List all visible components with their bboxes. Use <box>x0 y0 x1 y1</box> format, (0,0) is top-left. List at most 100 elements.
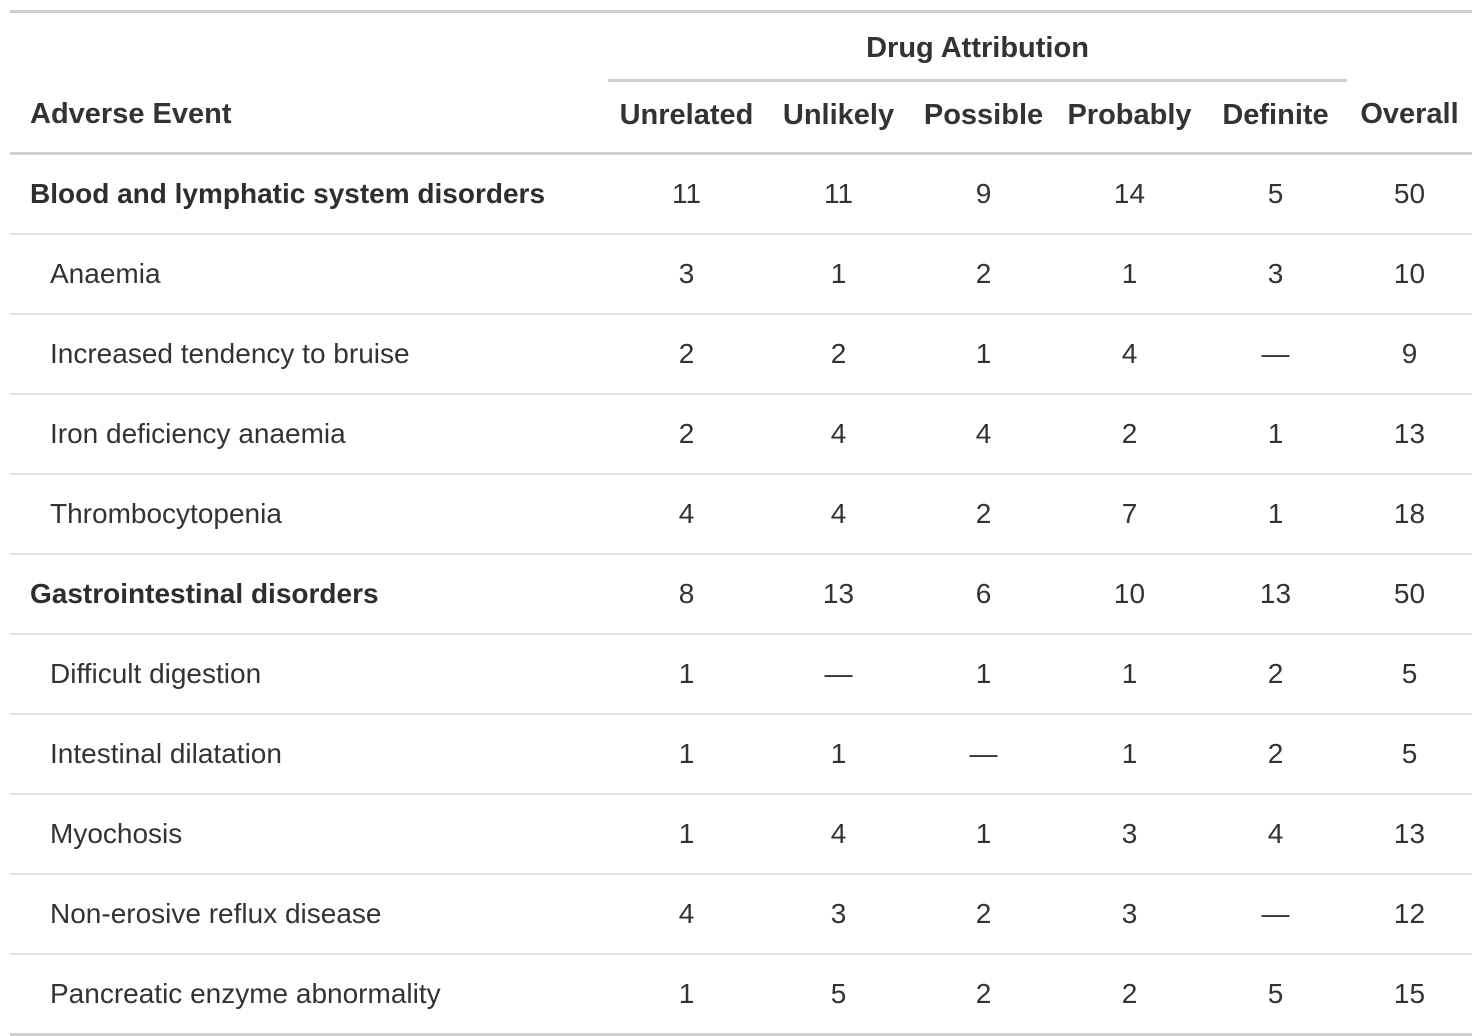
value-cell: 3 <box>1204 234 1347 315</box>
table-row-item: Non-erosive reflux disease 4 3 2 3 — 12 <box>10 874 1472 955</box>
row-label-cell: Gastrointestinal disorders <box>10 554 608 635</box>
table-row-item: Intestinal dilatation 1 1 — 1 2 5 <box>10 714 1472 795</box>
row-label-cell: Pancreatic enzyme abnormality <box>50 978 441 1009</box>
column-header-definite: Definite <box>1204 80 1347 155</box>
value-cell: 1 <box>678 978 695 1009</box>
value-cell: 4 <box>765 474 912 555</box>
value-cell: 1 <box>1055 714 1204 795</box>
value-cell: 2 <box>975 978 992 1009</box>
value-cell: 4 <box>1055 314 1204 395</box>
row-label-cell: Thrombocytopenia <box>10 474 608 555</box>
value-cell: 3 <box>1055 794 1204 875</box>
row-label-cell: Myochosis <box>10 794 608 875</box>
row-label-cell: Iron deficiency anaemia <box>10 394 608 475</box>
value-cell: 2 <box>765 314 912 395</box>
row-label-cell: Blood and lymphatic system disorders <box>10 153 608 235</box>
value-cell: 4 <box>765 394 912 475</box>
value-cell: 1 <box>608 634 765 715</box>
row-label-cell: Increased tendency to bruise <box>10 314 608 395</box>
value-cell: 1 <box>1204 394 1347 475</box>
value-cell: 4 <box>608 874 765 955</box>
value-cell: 1 <box>1055 234 1204 315</box>
table-row-group: Gastrointestinal disorders 8 13 6 10 13 … <box>10 554 1472 635</box>
table-row-item: Iron deficiency anaemia 2 4 4 2 1 13 <box>10 394 1472 475</box>
row-label-cell: Difficult digestion <box>10 634 608 715</box>
column-header-overall: Overall <box>1347 80 1472 155</box>
value-cell: 4 <box>765 794 912 875</box>
column-header-possible: Possible <box>912 80 1055 155</box>
value-cell: 9 <box>1347 314 1472 395</box>
value-cell: 7 <box>1055 474 1204 555</box>
value-cell: 11 <box>765 153 912 235</box>
table-row-item: Myochosis 1 4 1 3 4 13 <box>10 794 1472 875</box>
spanner-row: Drug Attribution <box>10 11 1472 82</box>
value-cell: 3 <box>1055 874 1204 955</box>
value-cell: 5 <box>830 978 847 1009</box>
value-cell: — <box>912 714 1055 795</box>
column-header-adverse-event: Adverse Event <box>10 80 608 155</box>
value-cell: 11 <box>608 153 765 235</box>
table-row-item: Anaemia 3 1 2 1 3 10 <box>10 234 1472 315</box>
spanner-gap-left <box>10 12 608 81</box>
value-cell: 4 <box>608 474 765 555</box>
value-cell: 2 <box>1121 978 1138 1009</box>
value-cell: 3 <box>765 874 912 955</box>
row-label-cell: Intestinal dilatation <box>10 714 608 795</box>
column-header-unrelated: Unrelated <box>608 80 765 155</box>
value-cell: 2 <box>1204 714 1347 795</box>
value-cell: 10 <box>1055 554 1204 635</box>
column-header-row: Adverse Event Unrelated Unlikely Possibl… <box>10 80 1472 155</box>
value-cell: — <box>1204 874 1347 955</box>
value-cell: 9 <box>912 153 1055 235</box>
value-cell: 1 <box>1055 634 1204 715</box>
row-label-cell: Anaemia <box>10 234 608 315</box>
table-header: Drug Attribution Adverse Event Unrelated… <box>10 11 1472 155</box>
value-cell: 4 <box>1204 794 1347 875</box>
value-cell: — <box>765 634 912 715</box>
table-body: Blood and lymphatic system disorders 11 … <box>10 153 1472 1035</box>
column-header-unlikely: Unlikely <box>765 80 912 155</box>
value-cell: 2 <box>912 874 1055 955</box>
value-cell: 50 <box>1347 153 1472 235</box>
value-cell: 15 <box>1393 978 1426 1009</box>
column-spanner-drug-attribution: Drug Attribution <box>608 11 1347 82</box>
value-cell: 1 <box>1204 474 1347 555</box>
value-cell: 13 <box>765 554 912 635</box>
value-cell: 5 <box>1347 714 1472 795</box>
table-row-item: Thrombocytopenia 4 4 2 7 1 18 <box>10 474 1472 555</box>
table-row-group: Blood and lymphatic system disorders 11 … <box>10 153 1472 235</box>
value-cell: 2 <box>608 394 765 475</box>
value-cell: 12 <box>1347 874 1472 955</box>
value-cell: 1 <box>912 794 1055 875</box>
value-cell: 13 <box>1204 554 1347 635</box>
table-row-item: Pancreatic enzyme abnormality 1 5 2 2 5 … <box>10 954 1472 1035</box>
table-row-item: Increased tendency to bruise 2 2 1 4 — 9 <box>10 314 1472 395</box>
value-cell: 18 <box>1347 474 1472 555</box>
value-cell: 1 <box>912 634 1055 715</box>
value-cell: 1 <box>765 234 912 315</box>
value-cell: 1 <box>608 714 765 795</box>
value-cell: 14 <box>1055 153 1204 235</box>
value-cell: 5 <box>1204 153 1347 235</box>
value-cell: 5 <box>1267 978 1284 1009</box>
value-cell: 5 <box>1347 634 1472 715</box>
value-cell: — <box>1204 314 1347 395</box>
value-cell: 4 <box>912 394 1055 475</box>
value-cell: 2 <box>912 234 1055 315</box>
value-cell: 10 <box>1347 234 1472 315</box>
value-cell: 1 <box>765 714 912 795</box>
value-cell: 2 <box>608 314 765 395</box>
value-cell: 2 <box>1204 634 1347 715</box>
adverse-events-table: Drug Attribution Adverse Event Unrelated… <box>10 10 1472 1036</box>
row-label-cell: Non-erosive reflux disease <box>10 874 608 955</box>
value-cell: 2 <box>912 474 1055 555</box>
table-row-item: Difficult digestion 1 — 1 1 2 5 <box>10 634 1472 715</box>
value-cell: 3 <box>608 234 765 315</box>
value-cell: 50 <box>1347 554 1472 635</box>
value-cell: 2 <box>1055 394 1204 475</box>
spanner-gap-right <box>1347 12 1472 81</box>
value-cell: 8 <box>608 554 765 635</box>
column-header-probably: Probably <box>1055 80 1204 155</box>
value-cell: 6 <box>912 554 1055 635</box>
